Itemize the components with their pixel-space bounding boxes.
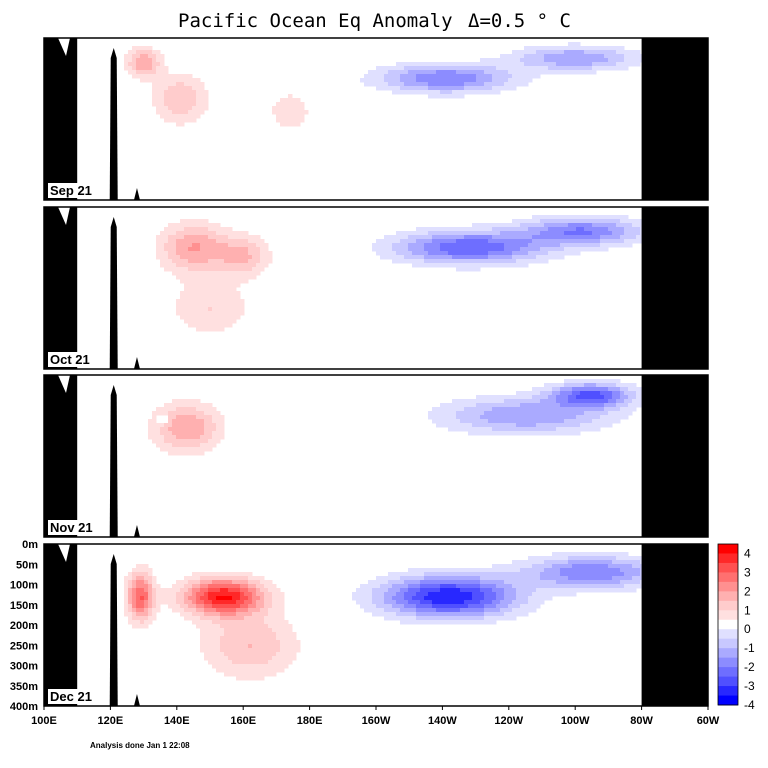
x-tick-label: 80W [630, 715, 653, 727]
island-spike [109, 554, 118, 706]
panel-3: Nov 21 [43, 374, 709, 538]
x-tick-label: 160W [362, 715, 391, 727]
colorbar-label: 1 [744, 603, 751, 617]
x-tick-label: 140E [164, 715, 190, 727]
colorbar-frame [717, 543, 739, 706]
x-tick-label: 120W [494, 715, 523, 727]
anomaly-field [44, 375, 708, 537]
land-mask-east [641, 544, 708, 706]
panel-frame [43, 206, 709, 370]
x-axis: 100E 120E 140E 160E 180E 160W 140W 120W 100W 80W 6… [31, 706, 720, 727]
month-label-text: Sep 21 [50, 183, 92, 198]
x-tick-label: 60W [697, 715, 720, 727]
month-label: Oct 21 [48, 352, 104, 367]
land-mask-east [641, 207, 708, 369]
depth-tick-label: 200m [10, 620, 38, 632]
colorbar-swatch [718, 638, 738, 649]
island-peak [133, 525, 140, 537]
colorbar-swatch [718, 581, 738, 592]
colorbar-swatch [718, 619, 738, 630]
month-label: Sep 21 [48, 183, 104, 198]
depth-tick-label: 300m [10, 661, 38, 673]
panels-group: Sep 21 Oct 21 Nov 21 Dec 21 [43, 37, 709, 707]
colorbar-swatch [718, 648, 738, 659]
island-peak [133, 694, 140, 706]
colorbar-swatch [718, 562, 738, 573]
land-mask-west [44, 38, 78, 200]
month-label-text: Nov 21 [50, 520, 93, 535]
colorbar-legend: 4 3 2 1 0 -1 -2 -3 -4 [717, 543, 755, 712]
colorbar-swatch [718, 657, 738, 668]
island-spike [109, 217, 118, 369]
land-gap [58, 544, 70, 562]
colorbar-swatch [718, 600, 738, 611]
colorbar-swatch [718, 695, 738, 706]
colorbar-swatch [718, 667, 738, 677]
anomaly-field [44, 207, 708, 369]
x-tick-label: 140W [428, 715, 457, 727]
island-spike [109, 385, 118, 537]
depth-tick-label: 250m [10, 640, 38, 652]
month-label: Nov 21 [48, 520, 104, 535]
depth-tick-label: 100m [10, 580, 38, 592]
colorbar-swatch [718, 572, 738, 583]
colorbar-label: 3 [744, 565, 751, 579]
anomaly-field [44, 38, 708, 200]
colorbar-label: -2 [744, 660, 755, 674]
anomaly-field [44, 544, 708, 706]
contour-interval-label: Δ=0.5 ° C [468, 10, 571, 32]
depth-tick-label: 50m [16, 559, 38, 571]
land-mask-west [44, 375, 78, 537]
land-mask-east [641, 375, 708, 537]
analysis-note: Analysis done Jan 1 22:08 [90, 741, 190, 750]
depth-tick-label: 150m [10, 600, 38, 612]
colorbar-label: -3 [744, 679, 755, 693]
month-label: Dec 21 [48, 689, 104, 704]
panel-4: Dec 21 [43, 543, 709, 707]
island-spike [109, 48, 118, 200]
month-label-text: Dec 21 [50, 689, 92, 704]
colorbar-swatch [718, 676, 738, 687]
land-mask-west [44, 544, 78, 706]
colorbar-swatch [718, 686, 738, 696]
colorbar-label: -4 [744, 698, 755, 712]
x-tick-label: 100W [561, 715, 590, 727]
depth-axis: 0m 50m 100m 150m 200m 250m 300m 350m 400m [10, 539, 38, 713]
land-mask-west [44, 207, 78, 369]
colorbar-swatch [718, 610, 738, 621]
colorbar-swatch [718, 629, 738, 640]
island-peak [133, 357, 140, 369]
x-tick-label: 120E [98, 715, 124, 727]
panel-frame [43, 37, 709, 201]
x-tick-label: 180E [297, 715, 323, 727]
depth-tick-label: 400m [10, 701, 38, 713]
land-gap [58, 38, 70, 56]
land-gap [58, 207, 70, 225]
colorbar-label: -1 [744, 641, 755, 655]
panel-frame [43, 374, 709, 538]
land-mask-east [641, 38, 708, 200]
colorbar-label: 4 [744, 546, 751, 560]
panel-2: Oct 21 [43, 206, 709, 370]
x-tick-label: 160E [230, 715, 256, 727]
colorbar-swatch [718, 544, 738, 554]
depth-tick-label: 350m [10, 681, 38, 693]
colorbar-label: 2 [744, 584, 751, 598]
island-peak [133, 188, 140, 200]
chart-title: Pacific Ocean Eq Anomaly [178, 10, 453, 32]
colorbar-swatch [718, 553, 738, 564]
land-gap [58, 375, 70, 393]
colorbar-swatch [718, 591, 738, 602]
panel-1: Sep 21 [43, 37, 709, 201]
colorbar-label: 0 [744, 622, 751, 636]
month-label-text: Oct 21 [50, 352, 90, 367]
depth-tick-label: 0m [22, 539, 38, 551]
x-tick-label: 100E [31, 715, 57, 727]
